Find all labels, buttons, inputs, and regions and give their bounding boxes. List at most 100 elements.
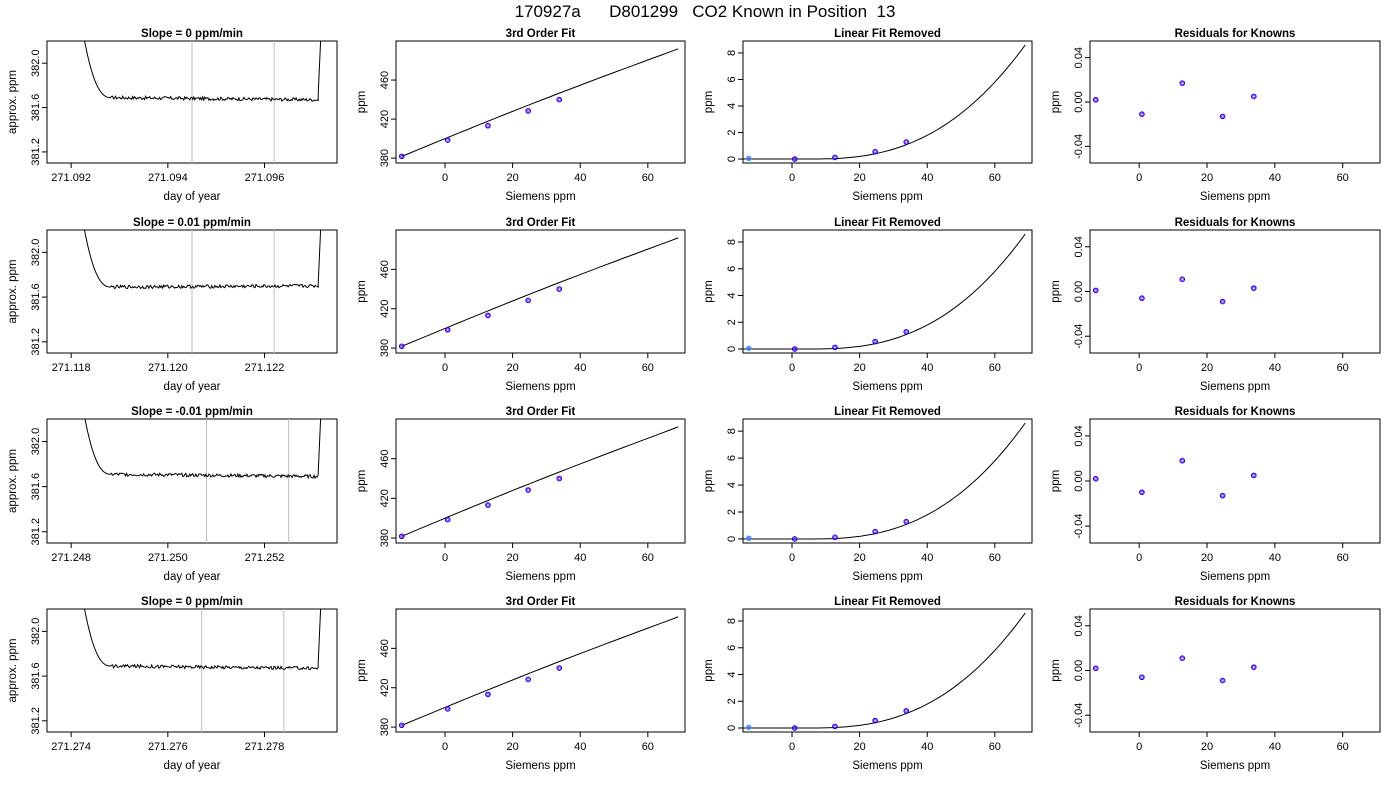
- x-tick-label: 20: [853, 741, 865, 753]
- data-point-inner: [1180, 81, 1184, 85]
- y-tick-label: 6: [726, 455, 738, 461]
- data-point: [791, 725, 798, 731]
- data-point: [1219, 298, 1226, 305]
- y-tick-label: 380: [379, 339, 391, 357]
- plot-frame: [395, 418, 686, 544]
- data-point: [745, 724, 752, 731]
- x-tick-label: 60: [1337, 741, 1349, 753]
- y-tick-label: 6: [726, 266, 738, 272]
- panel-1-4: Residuals for Knowns 0 20 40 60 -0.04 0.00 0.04…: [1050, 28, 1381, 203]
- panel-title: Slope = -0.01 ppm/min: [131, 406, 253, 418]
- data-point: [444, 706, 451, 712]
- y-tick-label: 380: [379, 718, 391, 736]
- data-point: [556, 286, 563, 292]
- y-tick-label: 420: [379, 679, 391, 697]
- data-point: [1092, 287, 1099, 294]
- panel-2-3: Linear Fit Removed 0 20 40 60 0 2 4 6 8 Siemens pp…: [703, 217, 1033, 393]
- data-point-inner: [486, 124, 490, 128]
- y-tick-label: 381.2: [30, 138, 42, 166]
- plot-frame: [1089, 40, 1381, 164]
- data-point-inner: [1221, 678, 1225, 683]
- y-axis-label: ppm: [1050, 470, 1062, 492]
- data-point-inner: [557, 476, 561, 481]
- y-tick-label: 460: [379, 639, 391, 657]
- data-point: [872, 338, 878, 345]
- data-point-inner: [1252, 286, 1256, 290]
- y-tick-label: 380: [379, 149, 391, 167]
- plot-area: [398, 48, 679, 160]
- x-tick-label: 40: [574, 172, 586, 184]
- x-axis-label: Siemens ppm: [505, 191, 575, 203]
- data-point-inner: [526, 488, 530, 492]
- data-point-inner: [557, 97, 561, 102]
- y-tick-label: 0.04: [1073, 236, 1085, 257]
- data-point-inner: [1180, 459, 1184, 463]
- data-point-inner: [1180, 656, 1184, 660]
- plot-frame: [1089, 418, 1381, 544]
- data-point-inner: [400, 154, 404, 158]
- data-point-inner: [873, 719, 877, 723]
- y-tick-label: 382.0: [30, 428, 42, 456]
- x-tick-label: 60: [989, 741, 1001, 753]
- y-axis-label: approx. ppm: [7, 639, 19, 703]
- plot-area: [743, 422, 1026, 542]
- data-point: [398, 343, 405, 350]
- plot-frame: [46, 418, 338, 544]
- x-tick-label: 271.278: [245, 741, 285, 753]
- data-point: [791, 346, 798, 352]
- x-tick-label: 20: [1201, 552, 1213, 564]
- y-tick-label: 8: [726, 428, 738, 434]
- panel-3-2: 3rd Order Fit 0 20 40 60 380 420 460 Siemens ppm…: [356, 406, 686, 583]
- y-tick-label: 2: [726, 129, 738, 135]
- data-point-inner: [833, 535, 837, 539]
- y-axis-label: ppm: [356, 91, 368, 113]
- fit-curve: [401, 426, 679, 537]
- x-axis-label: Siemens ppm: [505, 381, 575, 393]
- data-point: [444, 516, 451, 523]
- y-tick-label: 381.2: [30, 707, 42, 735]
- y-tick-label: 382.0: [30, 239, 42, 267]
- data-point: [872, 148, 878, 155]
- y-tick-label: 381.2: [30, 518, 42, 546]
- data-point-inner: [904, 709, 908, 713]
- data-point-inner: [1094, 98, 1098, 102]
- data-point-inner: [833, 345, 837, 349]
- data-point-inner: [904, 520, 908, 524]
- y-tick-label: 0: [726, 346, 738, 352]
- x-tick-label: 0: [789, 552, 795, 564]
- x-tick-label: 0: [442, 552, 448, 564]
- fit-curve: [743, 233, 1026, 350]
- plot-area: [84, 419, 322, 543]
- fit-curve: [743, 422, 1026, 540]
- data-point-inner: [400, 534, 404, 538]
- data-point-inner: [446, 707, 450, 711]
- x-tick-label: 20: [1201, 172, 1213, 184]
- data-point: [872, 528, 878, 535]
- x-tick-label: 60: [989, 552, 1001, 564]
- x-axis-label: Siemens ppm: [1200, 760, 1270, 772]
- y-tick-label: 460: [379, 71, 391, 89]
- data-point: [556, 665, 563, 671]
- data-point: [1179, 276, 1186, 283]
- x-tick-label: 20: [853, 172, 865, 184]
- data-point: [1139, 295, 1145, 302]
- data-point-inner: [1140, 490, 1144, 494]
- x-tick-label: 0: [1136, 172, 1142, 184]
- x-tick-label: 40: [921, 362, 933, 374]
- data-point: [903, 139, 910, 145]
- data-point: [1092, 96, 1099, 103]
- data-point-inner: [1252, 473, 1256, 477]
- data-point-inner: [873, 340, 877, 344]
- data-point: [525, 108, 531, 114]
- data-point: [832, 534, 838, 541]
- x-tick-label: 60: [1337, 552, 1349, 564]
- data-point: [485, 691, 491, 698]
- data-point-inner: [1094, 477, 1098, 481]
- y-tick-label: 381.6: [30, 662, 42, 690]
- data-point-inner: [526, 109, 530, 113]
- concentration-trace: [84, 419, 322, 480]
- data-point: [1251, 472, 1257, 479]
- y-tick-label: 0.00: [1073, 281, 1085, 302]
- y-tick-label: 4: [726, 671, 738, 677]
- panel-2-4: Residuals for Knowns 0 20 40 60 -0.04 0.00 0.04…: [1050, 217, 1381, 393]
